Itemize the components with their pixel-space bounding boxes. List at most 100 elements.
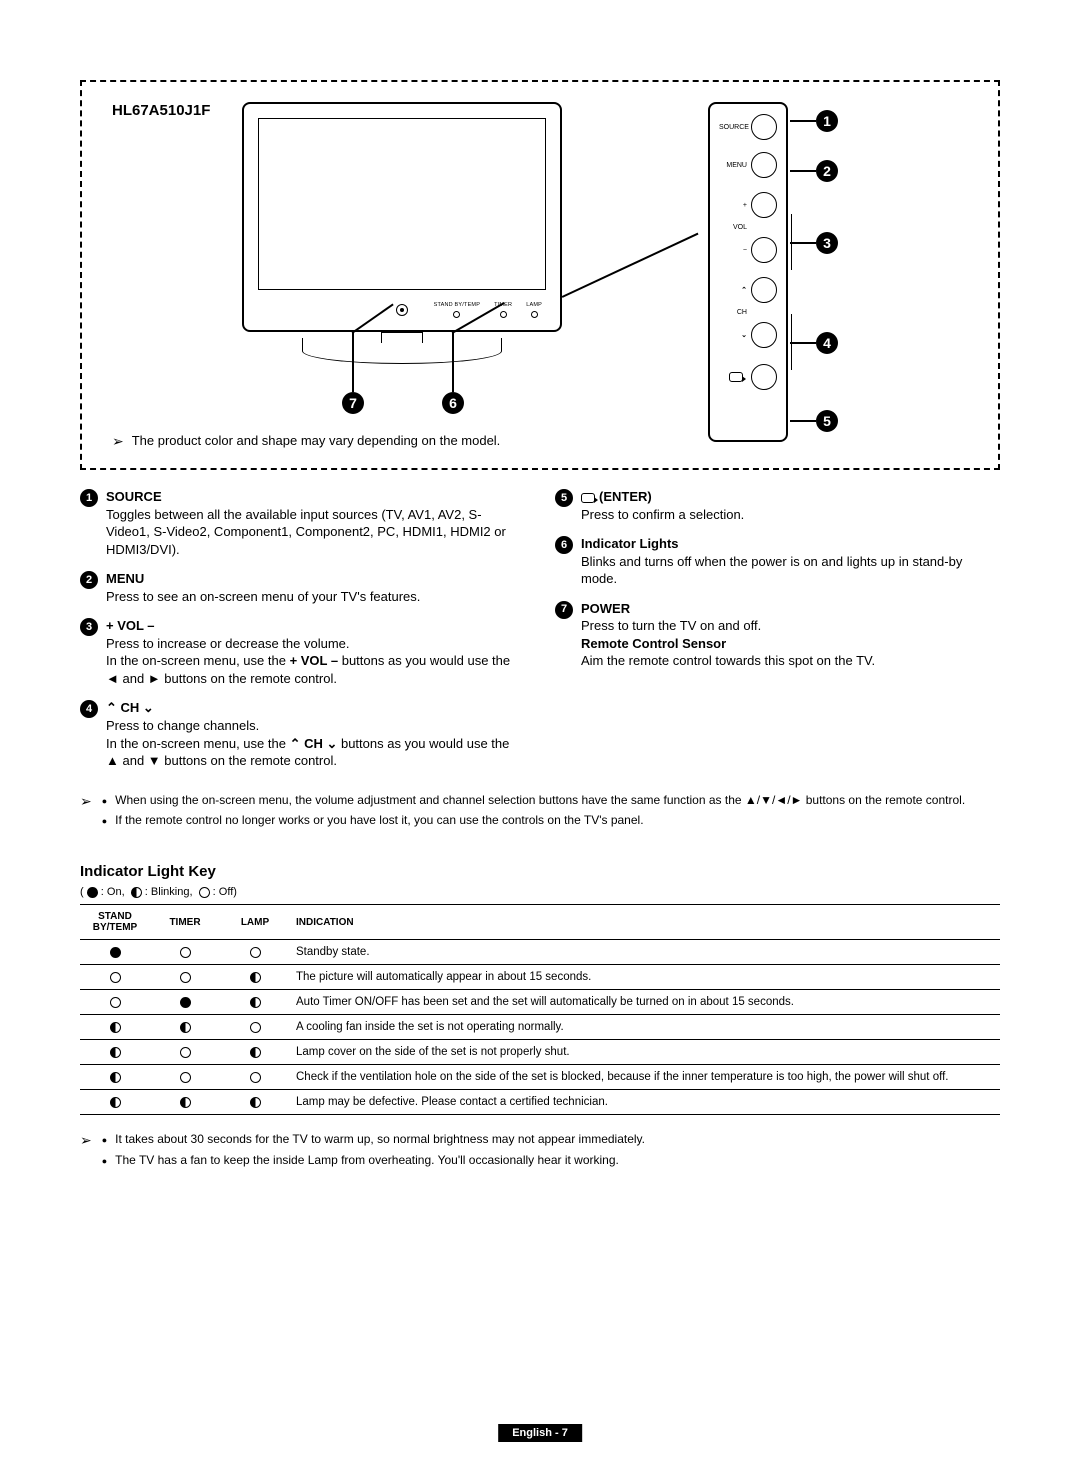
indicator-off-icon [250,1072,261,1083]
control-item-subdesc: Aim the remote control towards this spot… [581,652,1000,670]
table-cell [80,1090,150,1115]
table-row: A cooling fan inside the set is not oper… [80,1015,1000,1040]
source-button[interactable] [751,114,777,140]
note-item: When using the on-screen menu, the volum… [102,792,965,809]
table-cell [80,940,150,965]
indicator-table: Stand By/TempTimerLampIndication Standby… [80,904,1000,1115]
panel-label-plus: + [719,202,747,209]
control-item-title: + VOL – [106,617,525,635]
controls-description: 1SOURCEToggles between all the available… [80,488,1000,782]
table-cell [80,1065,150,1090]
indicator-off-icon [180,947,191,958]
control-item: 6Indicator LightsBlinks and turns off wh… [555,535,1000,588]
control-item: 4 ⌃ CH ⌄Press to change channels.In the o… [80,699,525,769]
pointer-icon: ➢ [80,792,92,834]
control-item-desc: Press to see an on-screen menu of your T… [106,588,525,606]
control-item: 7POWERPress to turn the TV on and off.Re… [555,600,1000,670]
control-item-number: 4 [80,700,98,718]
table-header: Timer [150,905,220,940]
table-cell [220,940,290,965]
control-item-title: POWER [581,600,1000,618]
callout-3: 3 [816,232,838,254]
side-control-panel: SOURCE MENU + VOL − CH [708,102,788,442]
indicator-blink-icon [250,972,261,983]
table-cell [80,1040,150,1065]
table-cell [80,965,150,990]
table-cell [220,990,290,1015]
table-row: Standby state. [80,940,1000,965]
control-item-desc: Press to change channels.In the on-scree… [106,717,525,770]
control-item-number: 3 [80,618,98,636]
pointer-icon: ➢ [80,1131,92,1173]
callout-2: 2 [816,160,838,182]
control-item-desc: Press to turn the TV on and off. [581,617,1000,635]
control-item-title: Indicator Lights [581,535,1000,553]
table-row: Lamp cover on the side of the set is not… [80,1040,1000,1065]
table-header: Indication [290,905,1000,940]
enter-icon [581,493,595,503]
table-cell [150,1090,220,1115]
indicator-blink-icon [110,1097,121,1108]
control-item: 3+ VOL –Press to increase or decrease th… [80,617,525,687]
control-item-title: ⌃ CH ⌄ [106,699,525,717]
table-cell [220,1090,290,1115]
panel-label-minus: − [719,247,747,254]
indicator-label: LAMP [526,302,542,308]
indicator-blink-icon [250,1097,261,1108]
bottom-notes: ➢ It takes about 30 seconds for the TV t… [80,1131,1000,1173]
control-item-subtitle: Remote Control Sensor [581,635,1000,653]
control-item: 2MENUPress to see an on-screen menu of y… [80,570,525,605]
indicator-on-icon [110,947,121,958]
vol-up-button[interactable] [751,192,777,218]
enter-button[interactable] [751,364,777,390]
note-item: If the remote control no longer works or… [102,812,965,829]
indicator-off-icon [110,972,121,983]
indicator-on-icon [180,997,191,1008]
table-cell: Standby state. [290,940,1000,965]
panel-label-menu: MENU [719,162,747,169]
tv-illustration: STAND BY/TEMP TIMER LAMP [242,102,562,382]
power-button-icon [396,304,408,316]
vol-down-button[interactable] [751,237,777,263]
menu-button[interactable] [751,152,777,178]
control-item-desc: Press to confirm a selection. [581,506,1000,524]
table-cell: Lamp cover on the side of the set is not… [290,1040,1000,1065]
table-cell [220,1065,290,1090]
control-item-title: SOURCE [106,488,525,506]
mid-notes: ➢ When using the on-screen menu, the vol… [80,792,1000,834]
table-row: The picture will automatically appear in… [80,965,1000,990]
indicator-blink-icon [110,1022,121,1033]
table-header: Lamp [220,905,290,940]
control-item-number: 5 [555,489,573,507]
table-cell [220,1040,290,1065]
control-item: 1SOURCEToggles between all the available… [80,488,525,558]
indicator-blink-icon [250,997,261,1008]
table-cell: A cooling fan inside the set is not oper… [290,1015,1000,1040]
diagram-note: ➢ The product color and shape may vary d… [112,433,500,450]
panel-label-down [719,331,747,339]
panel-label-ch: CH [719,309,747,316]
callout-5: 5 [816,410,838,432]
indicator-off-icon [110,997,121,1008]
control-item-title: MENU [106,570,525,588]
ch-up-button[interactable] [751,277,777,303]
panel-label-up [719,286,747,294]
table-cell: Lamp may be defective. Please contact a … [290,1090,1000,1115]
control-item-number: 1 [80,489,98,507]
indicator-blink-icon [110,1072,121,1083]
indicator-blink-icon [180,1097,191,1108]
table-row: Auto Timer ON/OFF has been set and the s… [80,990,1000,1015]
table-cell: Check if the ventilation hole on the sid… [290,1065,1000,1090]
panel-label-vol: VOL [719,224,747,231]
table-cell [80,990,150,1015]
note-item: It takes about 30 seconds for the TV to … [102,1131,645,1148]
control-item-title: (ENTER) [581,488,1000,506]
indicator-blink-icon [180,1022,191,1033]
table-cell [220,965,290,990]
callout-1: 1 [816,110,838,132]
ch-down-button[interactable] [751,322,777,348]
indicator-section-title: Indicator Light Key [80,863,1000,880]
note-item: The TV has a fan to keep the inside Lamp… [102,1152,645,1169]
control-item-number: 6 [555,536,573,554]
indicator-off-icon [180,1072,191,1083]
